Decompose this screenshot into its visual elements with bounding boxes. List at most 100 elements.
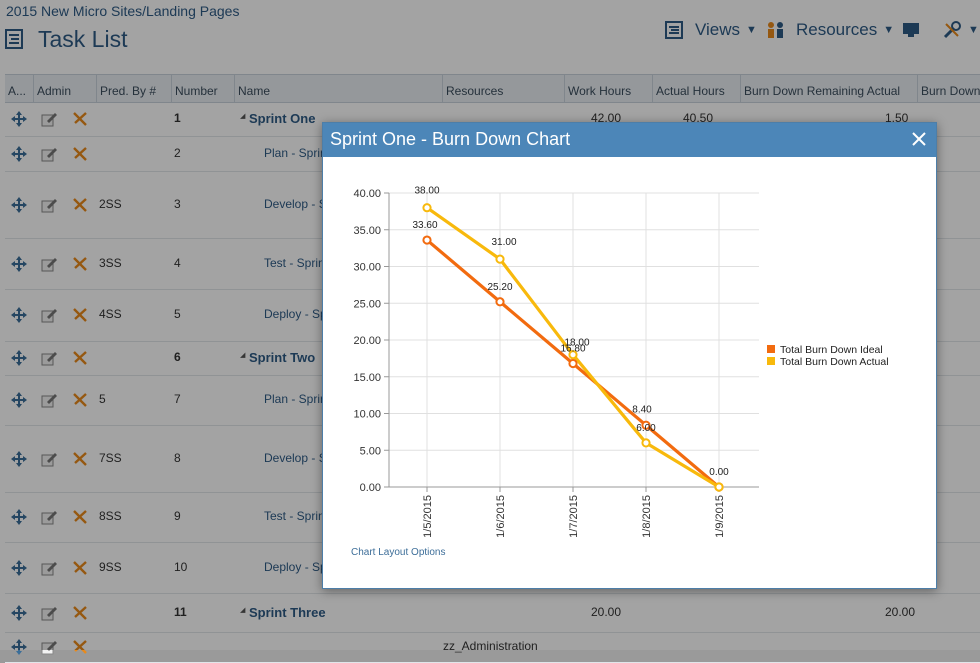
row-predecessor: 9SS bbox=[99, 560, 122, 574]
breadcrumb[interactable]: 2015 New Micro Sites/Landing Pages bbox=[6, 3, 240, 19]
data-point[interactable] bbox=[422, 235, 432, 245]
tools-menu[interactable]: ▼ bbox=[942, 20, 979, 40]
delete-icon[interactable] bbox=[71, 306, 89, 324]
delete-icon[interactable] bbox=[71, 391, 89, 409]
delete-icon[interactable] bbox=[71, 559, 89, 577]
edit-icon[interactable] bbox=[40, 110, 58, 128]
col-number[interactable]: Number bbox=[171, 75, 235, 102]
y-tick-label: 20.00 bbox=[353, 335, 381, 347]
edit-icon[interactable] bbox=[40, 255, 58, 273]
col-burn-down-remaining[interactable]: Burn Down Remaining Actual bbox=[740, 75, 918, 102]
close-icon[interactable] bbox=[908, 128, 930, 150]
data-label: 0.00 bbox=[709, 467, 729, 478]
people-icon bbox=[768, 22, 783, 38]
row-name: Sprint One bbox=[249, 111, 316, 126]
chart-layout-options-link[interactable]: Chart Layout Options bbox=[351, 547, 446, 558]
edit-icon[interactable] bbox=[40, 306, 58, 324]
grid-header: A... Admin Pred. By # Number Name Resour… bbox=[5, 74, 980, 103]
move-icon[interactable] bbox=[10, 110, 28, 128]
move-icon[interactable] bbox=[10, 255, 28, 273]
col-work-hours[interactable]: Work Hours bbox=[564, 75, 653, 102]
edit-icon[interactable] bbox=[40, 604, 58, 622]
row-work-hours: 20.00 bbox=[591, 605, 622, 619]
col-pred[interactable]: Pred. By # bbox=[96, 75, 171, 102]
row-number: 5 bbox=[174, 307, 181, 321]
delete-icon[interactable] bbox=[71, 604, 89, 622]
data-point[interactable] bbox=[495, 254, 505, 264]
row-burn-down-remaining: 1.50 bbox=[885, 111, 909, 125]
data-point[interactable] bbox=[641, 420, 651, 430]
row-name: Sprint Two bbox=[249, 350, 316, 365]
col-admin[interactable]: Admin bbox=[33, 75, 97, 102]
data-point[interactable] bbox=[714, 482, 724, 492]
caret-down-icon: ▼ bbox=[968, 24, 979, 36]
legend-label[interactable]: Total Burn Down Ideal bbox=[780, 344, 883, 356]
table-row[interactable]: 11 ◢ Sprint Three 20.00 20.00 bbox=[5, 593, 980, 633]
y-tick-label: 10.00 bbox=[353, 409, 381, 421]
move-icon[interactable] bbox=[10, 196, 28, 214]
data-label: 6.00 bbox=[636, 423, 656, 434]
legend-swatch bbox=[767, 357, 775, 365]
delete-icon[interactable] bbox=[71, 110, 89, 128]
col-burn-down[interactable]: Burn Down bbox=[917, 75, 980, 102]
edit-icon[interactable] bbox=[40, 559, 58, 577]
col-a[interactable]: A... bbox=[8, 84, 27, 98]
delete-icon[interactable] bbox=[71, 508, 89, 526]
edit-icon[interactable] bbox=[40, 196, 58, 214]
col-actual-hours[interactable]: Actual Hours bbox=[652, 75, 741, 102]
collapse-triangle-icon[interactable]: ◢ bbox=[240, 113, 246, 120]
y-tick-label: 25.00 bbox=[353, 298, 381, 310]
data-point[interactable] bbox=[495, 297, 505, 307]
move-icon[interactable] bbox=[10, 450, 28, 468]
delete-icon[interactable] bbox=[71, 255, 89, 273]
x-tick-label: 1/9/2015 bbox=[714, 495, 726, 538]
caret-down-icon: ▼ bbox=[746, 24, 757, 36]
resources-menu[interactable]: Resources ▼ bbox=[766, 20, 894, 40]
data-point[interactable] bbox=[568, 358, 578, 369]
edit-icon[interactable] bbox=[40, 349, 58, 367]
data-point[interactable] bbox=[641, 438, 651, 448]
tools-icon bbox=[943, 21, 961, 39]
move-icon[interactable] bbox=[10, 349, 28, 367]
row-predecessor: 8SS bbox=[99, 509, 122, 523]
legend-label[interactable]: Total Burn Down Actual bbox=[780, 356, 889, 368]
delete-icon[interactable] bbox=[71, 145, 89, 163]
delete-icon[interactable] bbox=[71, 450, 89, 468]
move-icon[interactable] bbox=[10, 559, 28, 577]
delete-icon[interactable] bbox=[71, 196, 89, 214]
data-point[interactable] bbox=[568, 350, 578, 360]
edit-icon[interactable] bbox=[40, 391, 58, 409]
col-resources[interactable]: Resources bbox=[442, 75, 565, 102]
col-name[interactable]: Name bbox=[234, 75, 443, 102]
move-icon[interactable] bbox=[10, 306, 28, 324]
move-icon[interactable] bbox=[10, 604, 28, 622]
row-burn-down-remaining: 20.00 bbox=[885, 605, 916, 619]
monitor-icon[interactable] bbox=[902, 22, 920, 38]
data-label: 25.20 bbox=[487, 282, 512, 293]
y-tick-label: 15.00 bbox=[353, 372, 381, 384]
row-number: 2 bbox=[174, 146, 181, 160]
x-tick-label: 1/6/2015 bbox=[495, 495, 507, 538]
data-point[interactable] bbox=[422, 203, 432, 213]
row-number: 11 bbox=[174, 605, 187, 619]
move-icon[interactable] bbox=[10, 391, 28, 409]
x-tick-label: 1/7/2015 bbox=[568, 495, 580, 538]
row-predecessor: 4SS bbox=[99, 307, 122, 321]
task-list-icon bbox=[5, 29, 23, 49]
data-label: 33.60 bbox=[412, 220, 437, 231]
burn-down-chart-modal: Sprint One - Burn Down Chart 0.00 5.00 10.… bbox=[322, 122, 937, 589]
collapse-triangle-icon[interactable]: ◢ bbox=[240, 352, 246, 359]
delete-icon[interactable] bbox=[71, 349, 89, 367]
move-icon[interactable] bbox=[10, 508, 28, 526]
collapse-triangle-icon[interactable]: ◢ bbox=[240, 607, 246, 614]
data-label: 8.40 bbox=[632, 404, 652, 415]
views-menu[interactable]: Views ▼ bbox=[665, 20, 757, 40]
edit-icon[interactable] bbox=[40, 450, 58, 468]
y-tick-label: 5.00 bbox=[360, 445, 381, 457]
move-icon[interactable] bbox=[10, 145, 28, 163]
move-icon[interactable] bbox=[10, 638, 28, 656]
row-number: 1 bbox=[174, 111, 181, 125]
edit-icon[interactable] bbox=[40, 145, 58, 163]
data-label: 16.80 bbox=[560, 344, 585, 355]
edit-icon[interactable] bbox=[40, 508, 58, 526]
